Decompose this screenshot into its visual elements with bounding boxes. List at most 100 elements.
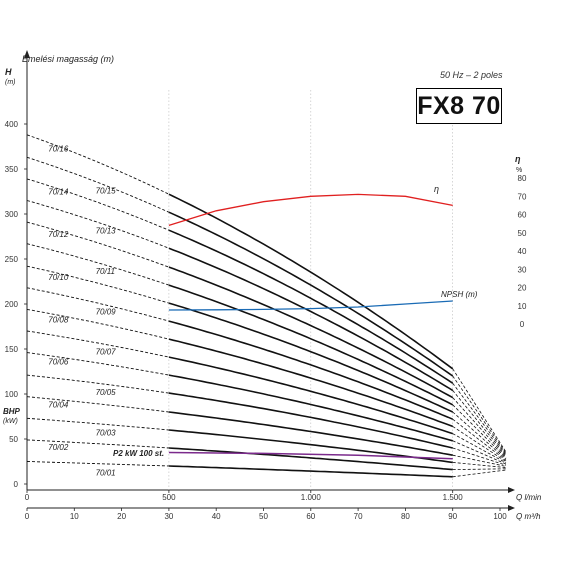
head-curve-dashed-70-13 bbox=[26, 200, 170, 249]
axes bbox=[24, 50, 515, 511]
x-lmin-tick-label: 1.500 bbox=[443, 493, 464, 502]
y-tick-label: 350 bbox=[5, 165, 19, 174]
head-curve-tail-70-04 bbox=[452, 454, 507, 467]
head-curve-70-11 bbox=[168, 284, 454, 406]
y-tick-label: 300 bbox=[5, 210, 19, 219]
eta-tick-label: 10 bbox=[518, 302, 527, 311]
head-curve-70-15 bbox=[168, 211, 454, 377]
head-curve-dashed-70-04 bbox=[26, 396, 169, 413]
head-curve-tail-70-07 bbox=[452, 433, 507, 464]
head-curve-tail-70-15 bbox=[452, 375, 507, 454]
curve-label-70-16: 70/16 bbox=[48, 145, 69, 154]
eta-tick-label: 40 bbox=[518, 247, 527, 256]
eta-tick-label: 70 bbox=[518, 192, 527, 201]
eta-tick-label: 0 bbox=[520, 320, 525, 329]
gridlines bbox=[168, 90, 454, 490]
y-axis-unit: (m) bbox=[5, 79, 16, 86]
head-curve-70-14 bbox=[168, 229, 454, 384]
curve-label-70-04: 70/04 bbox=[48, 401, 69, 410]
head-curve-tail-70-01 bbox=[452, 469, 507, 478]
x-m3h-tick-label: 20 bbox=[117, 512, 126, 521]
y-tick-label: 150 bbox=[5, 345, 19, 354]
eff-axis-unit: % bbox=[516, 167, 522, 174]
x-m3h-tick-label: 90 bbox=[448, 512, 457, 521]
head-curve-tail-70-05 bbox=[452, 447, 507, 466]
x-m3h-tick-label: 40 bbox=[212, 512, 221, 521]
head-curve-dashed-70-08 bbox=[26, 308, 170, 340]
efficiency-curve bbox=[168, 193, 453, 227]
curve-label-70-11: 70/11 bbox=[96, 267, 115, 276]
x-axis-m3h-arrow bbox=[508, 505, 515, 511]
head-curve-dashed-70-15 bbox=[26, 156, 170, 213]
curve-label-70-08: 70/08 bbox=[48, 315, 69, 324]
x-axis-lmin-arrow bbox=[508, 487, 515, 493]
head-curve-70-12 bbox=[168, 266, 454, 399]
y-tick-label: 0 bbox=[14, 480, 19, 489]
head-curve-70-01 bbox=[168, 465, 453, 478]
head-curve-70-13 bbox=[168, 247, 454, 392]
head-curve-70-06 bbox=[168, 374, 453, 442]
y-tick-label: 50 bbox=[9, 435, 18, 444]
curve-label-70-06: 70/06 bbox=[48, 358, 69, 367]
curve-label-70-05: 70/05 bbox=[96, 388, 117, 397]
curve-label-70-14: 70/14 bbox=[48, 188, 69, 197]
head-curve-70-10 bbox=[168, 302, 454, 413]
curve-label-70-12: 70/12 bbox=[48, 230, 69, 239]
power-curve bbox=[168, 451, 453, 460]
power-curve-label: P2 kW 100 st. bbox=[113, 449, 164, 458]
head-curve-70-05 bbox=[168, 392, 453, 449]
bhp-axis-symbol: BHP bbox=[3, 407, 21, 416]
x-m3h-tick-label: 0 bbox=[25, 512, 30, 521]
y-tick-label: 100 bbox=[5, 390, 19, 399]
curve-label-70-15: 70/15 bbox=[96, 187, 117, 196]
curve-label-70-07: 70/07 bbox=[96, 348, 117, 357]
y-axis-symbol: H bbox=[5, 67, 12, 77]
model-box: FX8 70 bbox=[416, 88, 502, 124]
x-lmin-tick-label: 0 bbox=[25, 493, 30, 502]
eta-tick-label: 20 bbox=[518, 284, 527, 293]
head-curve-70-04 bbox=[168, 411, 453, 456]
head-curve-dashed-70-07 bbox=[26, 330, 169, 358]
head-curve-tail-70-13 bbox=[452, 390, 507, 456]
head-curve-dashed-70-06 bbox=[26, 352, 169, 376]
curve-label-70-13: 70/13 bbox=[96, 227, 117, 236]
eta-tick-label: 80 bbox=[518, 174, 527, 183]
y-tick-label: 250 bbox=[5, 255, 19, 264]
y-axis-title: Emelési magasság (m) bbox=[22, 54, 114, 64]
efficiency-curve-label: η bbox=[434, 184, 439, 194]
head-curve-70-03 bbox=[168, 429, 453, 464]
head-curve-70-09 bbox=[168, 320, 454, 420]
tick-labels: 0501001502002503003504000102030405060708… bbox=[5, 120, 527, 521]
x-m3h-tick-label: 50 bbox=[259, 512, 268, 521]
head-curve-tail-70-12 bbox=[452, 397, 507, 458]
head-curve-70-16 bbox=[168, 193, 454, 370]
x-lmin-tick-label: 1.000 bbox=[301, 493, 322, 502]
frequency-label: 50 Hz – 2 poles bbox=[440, 70, 503, 80]
head-curve-dashed-70-09 bbox=[26, 287, 170, 322]
head-curve-dashed-70-14 bbox=[26, 178, 170, 231]
curve-label-70-02: 70/02 bbox=[48, 443, 69, 452]
head-curve-dashed-70-16 bbox=[26, 134, 170, 195]
head-curves: 70/01 70/02 70/03 70/04 70/05 70/06 70/07 70/08… bbox=[26, 134, 507, 478]
head-curve-tail-70-03 bbox=[452, 462, 507, 468]
eta-tick-label: 60 bbox=[518, 211, 527, 220]
y-tick-label: 200 bbox=[5, 300, 19, 309]
x-m3h-tick-label: 30 bbox=[164, 512, 173, 521]
eff-axis-symbol: η bbox=[515, 154, 521, 164]
head-curve-70-08 bbox=[168, 338, 453, 428]
head-curve-tail-70-09 bbox=[452, 418, 507, 461]
y-axis-arrow bbox=[24, 50, 30, 58]
head-curve-70-02 bbox=[168, 447, 453, 471]
head-curve-tail-70-10 bbox=[452, 411, 507, 460]
curve-label-70-10: 70/10 bbox=[48, 273, 69, 282]
curve-label-70-03: 70/03 bbox=[96, 429, 117, 438]
head-curve-70-07 bbox=[168, 356, 453, 435]
eta-tick-label: 30 bbox=[518, 265, 527, 274]
x-axis-lmin-title: Q l/min bbox=[516, 493, 542, 502]
y-tick-label: 400 bbox=[5, 120, 19, 129]
eta-tick-label: 50 bbox=[518, 229, 527, 238]
curve-label-70-09: 70/09 bbox=[96, 308, 117, 317]
head-curve-tail-70-08 bbox=[452, 426, 507, 462]
x-m3h-tick-label: 60 bbox=[306, 512, 315, 521]
